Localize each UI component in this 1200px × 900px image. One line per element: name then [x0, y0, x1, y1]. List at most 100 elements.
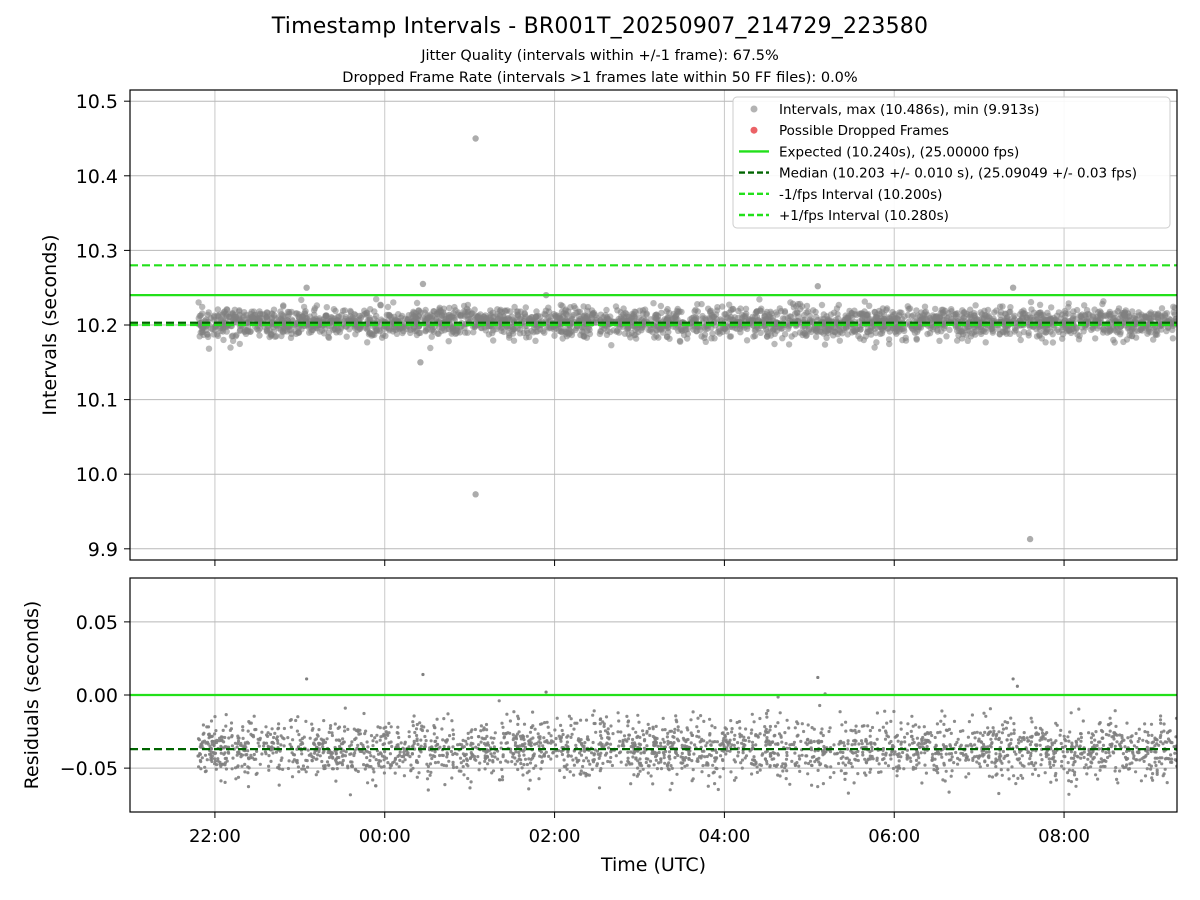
data-point: [364, 729, 368, 733]
data-point: [1147, 309, 1155, 316]
data-point: [445, 338, 452, 345]
data-point: [911, 737, 915, 742]
data-point: [706, 784, 710, 788]
data-point: [477, 735, 481, 739]
data-point: [922, 725, 926, 729]
data-point: [1067, 768, 1071, 772]
data-point: [754, 761, 758, 766]
data-point: [1079, 756, 1083, 760]
data-point: [500, 721, 504, 725]
data-point: [966, 735, 971, 739]
data-point: [498, 327, 505, 334]
data-point: [820, 330, 827, 337]
data-point: [1021, 776, 1025, 780]
data-point: [995, 772, 999, 776]
data-point: [300, 767, 304, 771]
data-point: [694, 301, 701, 308]
data-point: [389, 725, 393, 729]
data-point: [763, 333, 771, 340]
data-point: [1015, 744, 1019, 749]
data-point: [1089, 754, 1093, 758]
data-point: [1149, 764, 1153, 768]
data-point: [201, 723, 205, 727]
data-point: [322, 313, 329, 320]
data-point: [302, 767, 307, 771]
data-point: [923, 763, 927, 767]
data-point: [1012, 774, 1016, 778]
data-point: [281, 767, 285, 772]
data-point: [650, 300, 657, 307]
data-point: [723, 734, 728, 739]
data-point: [369, 734, 374, 738]
data-point: [448, 324, 455, 331]
data-point: [447, 759, 451, 763]
data-point: [964, 744, 968, 748]
data-point: [230, 744, 234, 748]
data-point: [755, 770, 760, 775]
data-point: [1027, 762, 1031, 766]
data-point: [992, 729, 996, 733]
data-point: [899, 755, 903, 759]
data-point: [776, 721, 780, 725]
data-point: [693, 328, 700, 335]
data-point: [892, 752, 896, 756]
legend-marker: [750, 105, 758, 113]
data-point: [834, 311, 841, 318]
data-point: [785, 718, 789, 722]
data-point: [955, 740, 959, 745]
data-point: [646, 771, 650, 775]
data-point: [1170, 760, 1174, 765]
data-point: [295, 747, 299, 751]
data-point: [428, 333, 435, 340]
data-point: [199, 767, 203, 771]
data-point: [1089, 765, 1093, 769]
data-point: [272, 735, 276, 740]
data-point: [635, 314, 642, 321]
data-point: [445, 755, 449, 759]
data-point: [821, 341, 829, 348]
data-point: [785, 769, 789, 773]
data-point: [1052, 763, 1056, 767]
data-point: [490, 754, 494, 758]
data-point: [905, 748, 910, 752]
data-point: [843, 777, 847, 782]
data-point: [752, 720, 756, 724]
data-point: [432, 725, 437, 730]
data-point: [984, 714, 988, 718]
data-point: [375, 733, 379, 737]
data-point: [506, 332, 513, 339]
data-point: [287, 759, 291, 763]
data-point: [939, 752, 943, 756]
data-point: [750, 728, 754, 732]
data-point: [781, 308, 789, 315]
data-point: [732, 778, 737, 782]
legend-label: Expected (10.240s), (25.00000 fps): [779, 144, 1019, 160]
data-point: [810, 783, 814, 787]
data-point: [616, 730, 620, 734]
data-point: [736, 741, 740, 745]
data-point: [761, 312, 768, 320]
data-point: [913, 335, 920, 342]
data-point: [371, 744, 375, 748]
data-point: [809, 746, 813, 750]
data-point: [579, 718, 583, 722]
data-point: [411, 745, 415, 749]
data-point: [537, 744, 541, 748]
data-point: [1059, 728, 1063, 733]
data-point: [988, 730, 992, 734]
data-point: [1173, 758, 1177, 762]
data-point: [653, 314, 660, 322]
data-point: [1107, 733, 1111, 737]
data-point: [585, 773, 589, 777]
data-point: [1106, 723, 1110, 727]
data-point: [236, 340, 243, 348]
data-point: [892, 745, 896, 749]
data-point: [940, 755, 944, 759]
data-point: [803, 302, 811, 310]
data-point: [1161, 774, 1165, 778]
data-point: [1137, 750, 1141, 755]
data-point: [1052, 741, 1057, 745]
data-point: [417, 754, 421, 759]
data-point: [859, 315, 866, 322]
